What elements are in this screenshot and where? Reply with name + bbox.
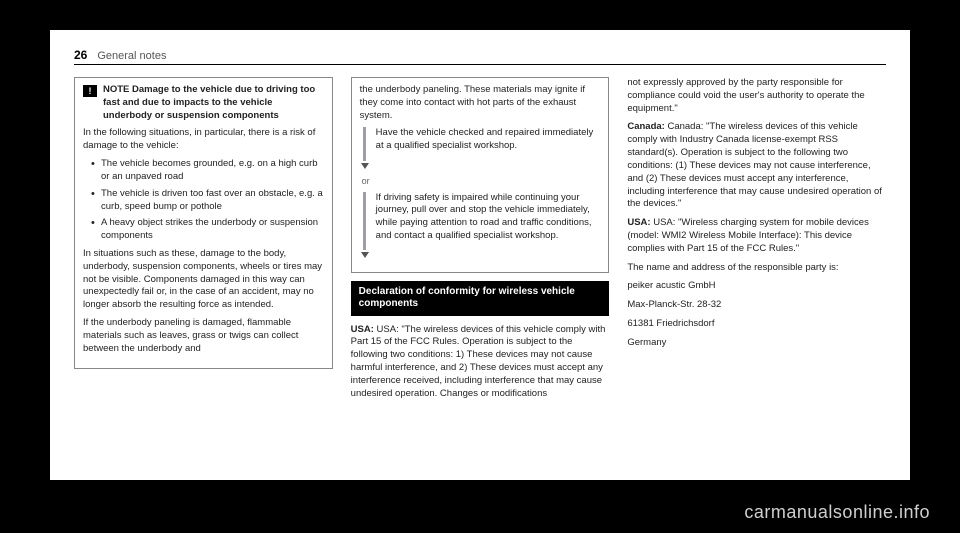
address-line: peiker acustic GmbH [627,280,886,293]
content-columns: ! NOTE Damage to the vehicle due to driv… [74,77,886,406]
address-line: 61381 Friedrichsdorf [627,318,886,331]
note-paragraph: In situations such as these, damage to t… [83,248,324,312]
usa2-body: USA: "Wireless charging system for mobil… [627,217,869,254]
note-box-continued: the underbody paneling. These materials … [351,77,610,273]
page: 26 General notes ! NOTE Damage to the ve… [50,30,910,480]
watermark: carmanualsonline.info [744,502,930,523]
action-marker-icon [360,192,370,258]
note-title: NOTE Damage to the vehicle due to drivin… [103,84,324,122]
usa-body: USA: "The wireless devices of this vehic… [351,324,606,399]
bullet-item: The vehicle is driven too fast over an o… [91,188,324,214]
action-marker-icon [360,127,370,169]
action-item: If driving safety is impaired while cont… [360,192,601,258]
or-separator: or [362,175,601,187]
paragraph: Canada: Canada: "The wireless devices of… [627,121,886,211]
address-line: Max-Planck-Str. 28-32 [627,299,886,312]
note-heading: ! NOTE Damage to the vehicle due to driv… [83,84,324,122]
bullet-item: The vehicle becomes grounded, e.g. on a … [91,158,324,184]
column-3: not expressly approved by the party resp… [627,77,886,406]
column-2: the underbody paneling. These materials … [351,77,610,406]
bullet-item: A heavy object strikes the underbody or … [91,217,324,243]
paragraph: not expressly approved by the party resp… [627,77,886,115]
action-item: Have the vehicle checked and repaired im… [360,127,601,169]
section-title: General notes [97,50,166,62]
note-bullets: The vehicle becomes grounded, e.g. on a … [83,158,324,243]
page-header: 26 General notes [74,48,886,65]
note-paragraph: If the underbody paneling is damaged, fl… [83,317,324,355]
canada-body: Canada: "The wireless devices of this ve… [627,121,882,209]
paragraph: The name and address of the responsible … [627,262,886,275]
paragraph: USA: USA: "Wireless charging system for … [627,217,886,255]
note-box: ! NOTE Damage to the vehicle due to driv… [74,77,333,369]
page-number: 26 [74,48,87,62]
note-continuation: the underbody paneling. These materials … [360,84,601,122]
action-text: If driving safety is impaired while cont… [376,192,601,258]
address-line: Germany [627,337,886,350]
column-1: ! NOTE Damage to the vehicle due to driv… [74,77,333,406]
usa-text: USA: USA: "The wireless devices of this … [351,324,610,401]
warning-icon: ! [83,85,97,97]
note-intro: In the following situations, in particul… [83,127,324,153]
action-text: Have the vehicle checked and repaired im… [376,127,601,169]
declaration-header: Declaration of conformity for wireless v… [351,281,610,316]
